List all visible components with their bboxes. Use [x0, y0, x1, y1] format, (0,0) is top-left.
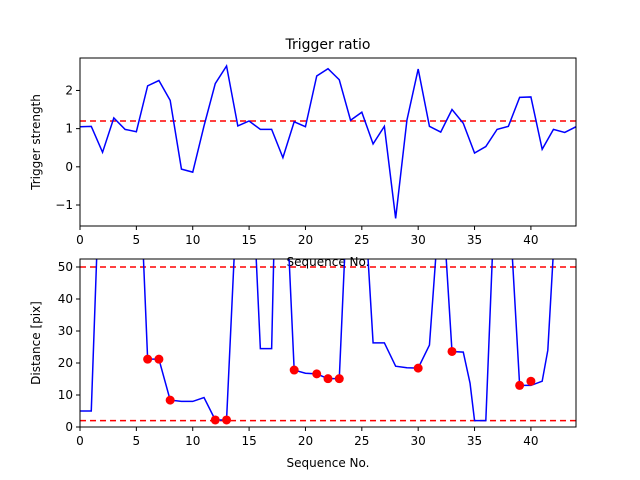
data-marker [413, 363, 423, 373]
x-tick-label: 0 [76, 434, 84, 448]
x-tick-label: 5 [133, 233, 141, 247]
marker-group [143, 346, 536, 425]
x-tick-label: 40 [523, 434, 538, 448]
x-tick-label: 30 [411, 233, 426, 247]
x-axis-label: Sequence No. [287, 255, 370, 269]
distance-line [80, 259, 554, 422]
y-axis-label: Distance [pix] [29, 301, 43, 385]
panel-distance: 0 5 10 15 20 25 30 35 40 0 10 20 30 40 50 Sequence No… [29, 258, 577, 470]
data-marker [289, 365, 299, 375]
data-marker [526, 376, 536, 386]
data-marker [312, 369, 322, 379]
x-tick-label: 35 [467, 434, 482, 448]
x-tick-label: 15 [241, 233, 256, 247]
x-tick-label: 25 [354, 233, 369, 247]
x-tick-label: 10 [185, 233, 200, 247]
y-tick-label: 40 [58, 292, 73, 306]
y-tick-label: 20 [58, 356, 73, 370]
y-axis-label: Trigger strength [29, 94, 43, 191]
y-axis-ticks: −1 0 1 2 [55, 83, 80, 212]
x-tick-label: 0 [76, 233, 84, 247]
x-axis-label: Sequence No. [287, 456, 370, 470]
y-tick-label: 2 [65, 83, 73, 97]
y-tick-label: 10 [58, 388, 73, 402]
x-tick-label: 5 [133, 434, 141, 448]
data-marker [323, 374, 333, 384]
x-axis-ticks: 0 5 10 15 20 25 30 35 40 [76, 226, 539, 247]
data-marker [165, 395, 175, 405]
x-axis-ticks: 0 5 10 15 20 25 30 35 40 [76, 427, 539, 448]
y-tick-label: 30 [58, 324, 73, 338]
x-tick-label: 30 [411, 434, 426, 448]
data-marker [143, 354, 153, 364]
data-marker [515, 380, 525, 390]
panel-trigger-ratio: Trigger ratio 0 5 10 15 20 25 30 35 40 −1 0 1 2 Seq… [29, 37, 577, 269]
x-tick-label: 25 [354, 434, 369, 448]
x-tick-label: 20 [298, 434, 313, 448]
data-marker [222, 415, 232, 425]
data-marker [210, 415, 220, 425]
y-tick-label: 1 [65, 122, 73, 136]
data-marker [447, 346, 457, 356]
data-marker [334, 374, 344, 384]
y-tick-label: −1 [55, 198, 73, 212]
x-tick-label: 15 [241, 434, 256, 448]
data-marker [154, 354, 164, 364]
plot-frame [79, 57, 577, 227]
y-tick-label: 50 [58, 260, 73, 274]
plot-frame [79, 258, 577, 428]
x-tick-label: 10 [185, 434, 200, 448]
series-line-trigger-strength [80, 64, 576, 219]
x-tick-label: 35 [467, 233, 482, 247]
x-tick-label: 40 [523, 233, 538, 247]
trigger-strength-line [80, 64, 576, 219]
panel-title: Trigger ratio [284, 37, 370, 53]
y-tick-label: 0 [65, 420, 73, 434]
x-tick-label: 20 [298, 233, 313, 247]
y-axis-ticks: 0 10 20 30 40 50 [58, 260, 80, 434]
series-line-distance [80, 259, 576, 425]
y-tick-label: 0 [65, 160, 73, 174]
